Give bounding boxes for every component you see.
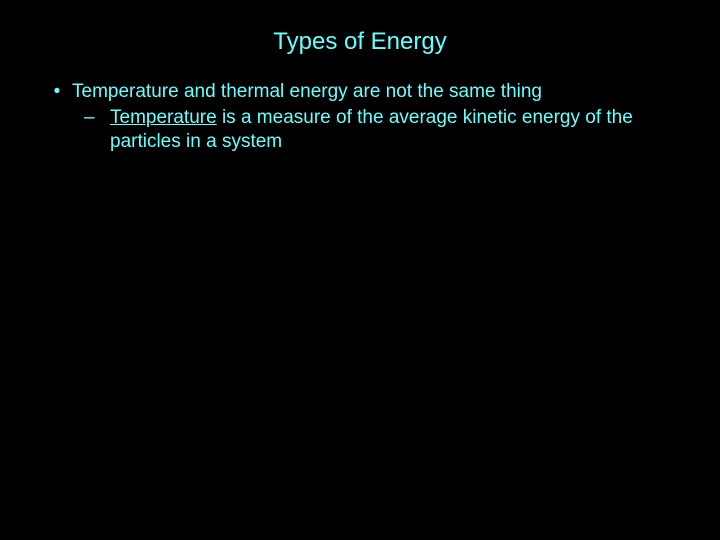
slide: Types of Energy • Temperature and therma… (0, 0, 720, 540)
bullet-level-1: • Temperature and thermal energy are not… (42, 80, 690, 104)
bullet-marker: • (42, 80, 72, 104)
underlined-term: Temperature (110, 107, 217, 128)
sub-bullet-text: Temperature is a measure of the average … (110, 106, 690, 154)
slide-content: • Temperature and thermal energy are not… (30, 80, 690, 153)
bullet-text: Temperature and thermal energy are not t… (72, 80, 690, 104)
bullet-level-2: – Temperature is a measure of the averag… (42, 106, 690, 154)
slide-title: Types of Energy (30, 28, 690, 56)
dash-marker: – (84, 106, 110, 154)
